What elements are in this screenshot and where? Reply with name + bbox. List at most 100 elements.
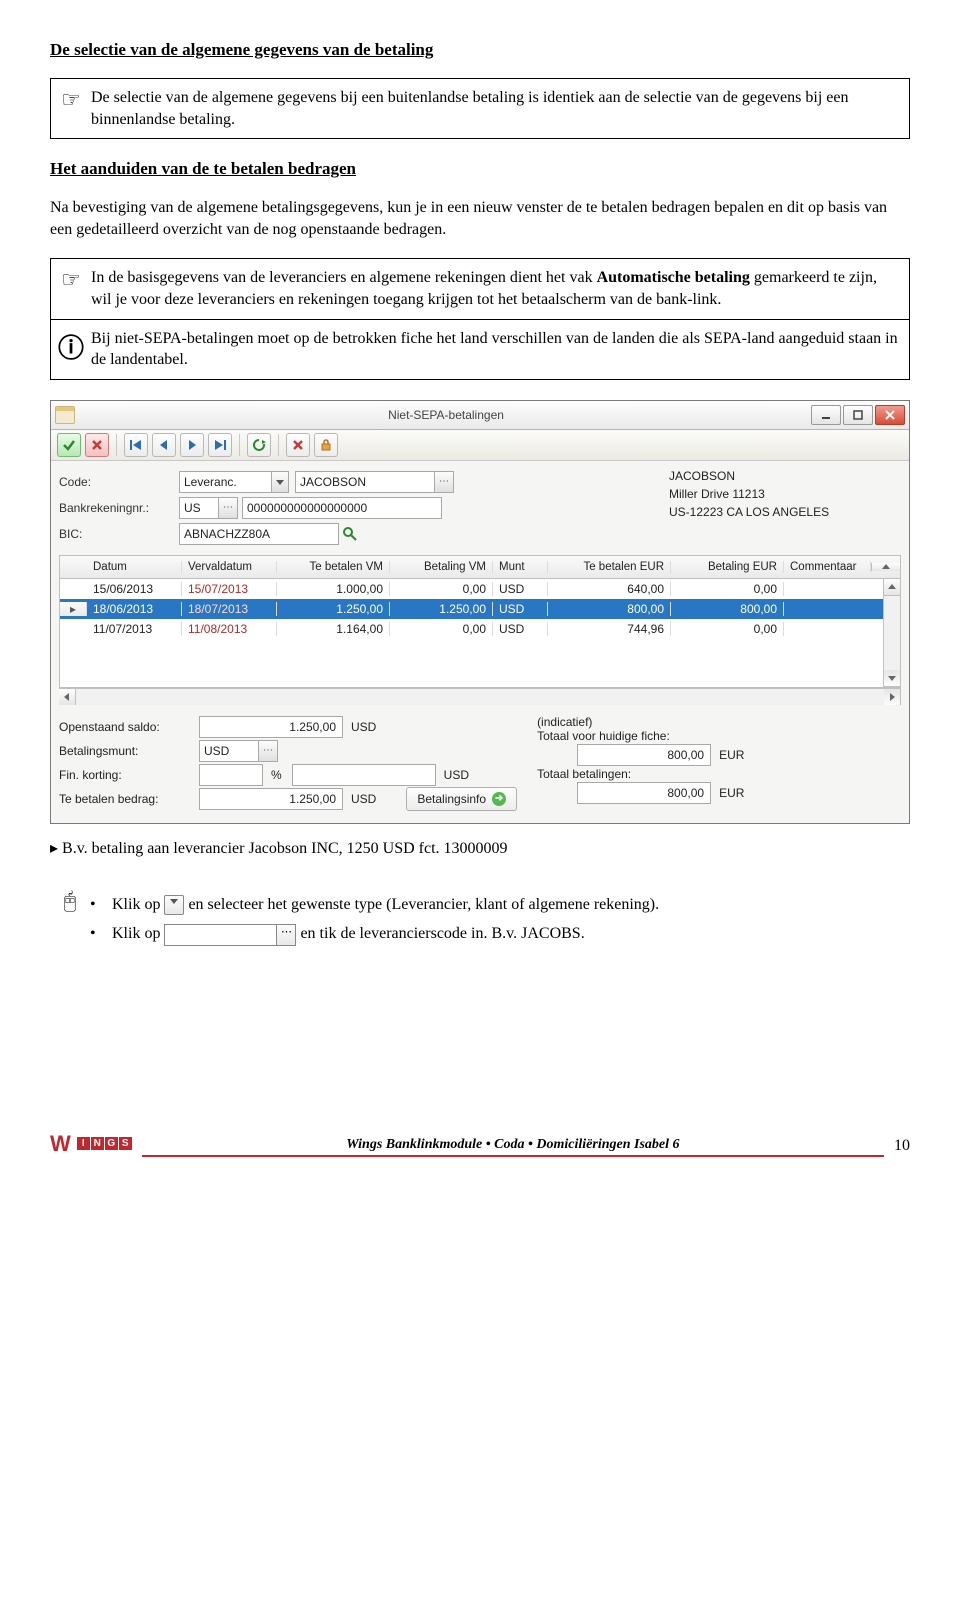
tot2-value: 800,00	[577, 782, 711, 804]
col-betaling-vm[interactable]: Betaling VM	[390, 561, 493, 573]
chevron-down-icon[interactable]	[271, 472, 288, 492]
scroll-up-icon[interactable]	[871, 563, 900, 571]
cancel-button[interactable]	[85, 433, 109, 457]
code-input[interactable]: JACOBSON	[295, 471, 435, 493]
fin-korting-label: Fin. korting:	[59, 768, 199, 782]
page-footer: W INGS Wings Banklinkmodule • Coda • Dom…	[50, 1131, 910, 1167]
col-betaling-eur[interactable]: Betaling EUR	[671, 561, 784, 573]
dropdown-icon[interactable]	[164, 895, 184, 915]
note-2a-bold: Automatische betaling	[597, 269, 750, 286]
info-icon: ⓘ	[51, 320, 91, 379]
col-comment[interactable]: Commentaar	[784, 561, 871, 573]
minimize-button[interactable]	[811, 405, 841, 425]
cell-be: 0,00	[671, 582, 784, 596]
cell-tbvm: 1.000,00	[277, 582, 390, 596]
wings-logo-boxes: INGS	[77, 1137, 132, 1150]
lock-button[interactable]	[314, 433, 338, 457]
step-2: • Klik op ⋯ en tik de leverancierscode i…	[90, 921, 910, 947]
bic-label: BIC:	[59, 527, 179, 541]
step-2-a: Klik op	[112, 925, 164, 942]
code-type-dropdown[interactable]: Leveranc.	[179, 471, 289, 493]
code-type-value: Leveranc.	[184, 475, 237, 489]
cell-datum: 11/07/2013	[87, 622, 182, 636]
addr-line2: US-12223 CA LOS ANGELES	[669, 503, 899, 521]
vertical-scrollbar[interactable]	[883, 579, 900, 687]
bank-country-input[interactable]: US	[179, 497, 219, 519]
bank-number-input[interactable]: 000000000000000000	[242, 497, 442, 519]
tot2-label: Totaal betalingen:	[537, 767, 901, 781]
cell-verval: 15/07/2013	[182, 582, 277, 596]
code-label: Code:	[59, 475, 179, 489]
currency-label: Betalingsmunt:	[59, 744, 199, 758]
tot1-value: 800,00	[577, 744, 711, 766]
note-2a-pre: In de basisgegevens van de leveranciers …	[91, 269, 597, 286]
bullet-icon: •	[90, 921, 108, 947]
col-datum[interactable]: Datum	[87, 561, 182, 573]
scroll-left-icon[interactable]	[59, 689, 76, 705]
cell-tbe: 800,00	[548, 602, 671, 616]
nav-next-button[interactable]	[180, 433, 204, 457]
betalingsinfo-button[interactable]: Betalingsinfo ➜	[406, 787, 517, 811]
fin-korting-pct-unit: %	[263, 768, 282, 782]
col-munt[interactable]: Munt	[493, 561, 548, 573]
hand-icon: ☞	[51, 259, 91, 318]
scroll-up-icon[interactable]	[884, 579, 900, 596]
horizontal-scrollbar[interactable]	[59, 688, 901, 705]
toolbar-separator	[116, 434, 117, 456]
address-block: JACOBSON Miller Drive 11213 US-12223 CA …	[669, 467, 899, 521]
confirm-button[interactable]	[57, 433, 81, 457]
tebetalen-value[interactable]: 1.250,00	[199, 788, 343, 810]
cell-verval: 18/07/2013	[182, 602, 277, 616]
bic-input[interactable]: ABNACHZZ80A	[179, 523, 339, 545]
col-verval[interactable]: Vervaldatum	[182, 561, 277, 573]
table-row[interactable]: 11/07/201311/08/20131.164,000,00USD744,9…	[60, 619, 884, 639]
wings-logo-w: W	[50, 1131, 71, 1157]
fin-korting-unit: USD	[436, 768, 469, 782]
table-row[interactable]: 15/06/201315/07/20131.000,000,00USD640,0…	[60, 579, 884, 599]
currency-lookup-button[interactable]: ⋯	[259, 740, 278, 762]
mouse-icon: 🖰	[50, 888, 90, 951]
grid-body: 15/06/201315/07/20131.000,000,00USD640,0…	[60, 579, 900, 687]
fin-korting-value[interactable]	[292, 764, 436, 786]
table-row[interactable]: ▸18/06/201318/07/20131.250,001.250,00USD…	[60, 599, 884, 619]
app-window: Niet-SEPA-betalingen	[50, 400, 910, 824]
col-tebetalen-vm[interactable]: Te betalen VM	[277, 561, 390, 573]
cell-bvm: 0,00	[390, 582, 493, 596]
step-2-b: en tik de leverancierscode in. B.v. JACO…	[300, 925, 584, 942]
lookup-field-icon[interactable]: ⋯	[164, 924, 296, 946]
nav-first-button[interactable]	[124, 433, 148, 457]
note-block-1: ☞ De selectie van de algemene gegevens b…	[50, 78, 910, 139]
refresh-button[interactable]	[247, 433, 271, 457]
maximize-button[interactable]	[843, 405, 873, 425]
nav-last-button[interactable]	[208, 433, 232, 457]
cell-munt: USD	[493, 582, 548, 596]
titlebar: Niet-SEPA-betalingen	[51, 401, 909, 430]
betalingsinfo-label: Betalingsinfo	[417, 792, 486, 806]
cell-datum: 15/06/2013	[87, 582, 182, 596]
cell-be: 800,00	[671, 602, 784, 616]
step-1-b: en selecteer het gewenste type (Leveranc…	[188, 896, 659, 913]
addr-name: JACOBSON	[669, 467, 899, 485]
scroll-right-icon[interactable]	[884, 689, 901, 705]
col-tebetalen-eur[interactable]: Te betalen EUR	[548, 561, 671, 573]
arrow-right-icon: ➜	[492, 792, 506, 806]
currency-input[interactable]: USD	[199, 740, 259, 762]
addr-line1: Miller Drive 11213	[669, 485, 899, 503]
close-button[interactable]	[875, 405, 905, 425]
summary-area: Openstaand saldo: 1.250,00 USD Betalings…	[51, 705, 909, 823]
delete-button[interactable]	[286, 433, 310, 457]
bic-search-button[interactable]	[339, 523, 361, 545]
cell-tbvm: 1.250,00	[277, 602, 390, 616]
bank-country-lookup-button[interactable]: ⋯	[219, 497, 238, 519]
open-saldo-label: Openstaand saldo:	[59, 720, 199, 734]
code-lookup-button[interactable]: ⋯	[435, 471, 454, 493]
footer-text: Wings Banklinkmodule • Coda • Domiciliër…	[142, 1137, 884, 1157]
bullet-icon: •	[90, 892, 108, 918]
nav-prev-button[interactable]	[152, 433, 176, 457]
wings-logo: W INGS	[50, 1131, 132, 1157]
cell-verval: 11/08/2013	[182, 622, 277, 636]
hand-icon: ☞	[51, 79, 91, 138]
scroll-down-icon[interactable]	[884, 670, 900, 687]
open-saldo-value: 1.250,00	[199, 716, 343, 738]
fin-korting-pct-input[interactable]	[199, 764, 263, 786]
